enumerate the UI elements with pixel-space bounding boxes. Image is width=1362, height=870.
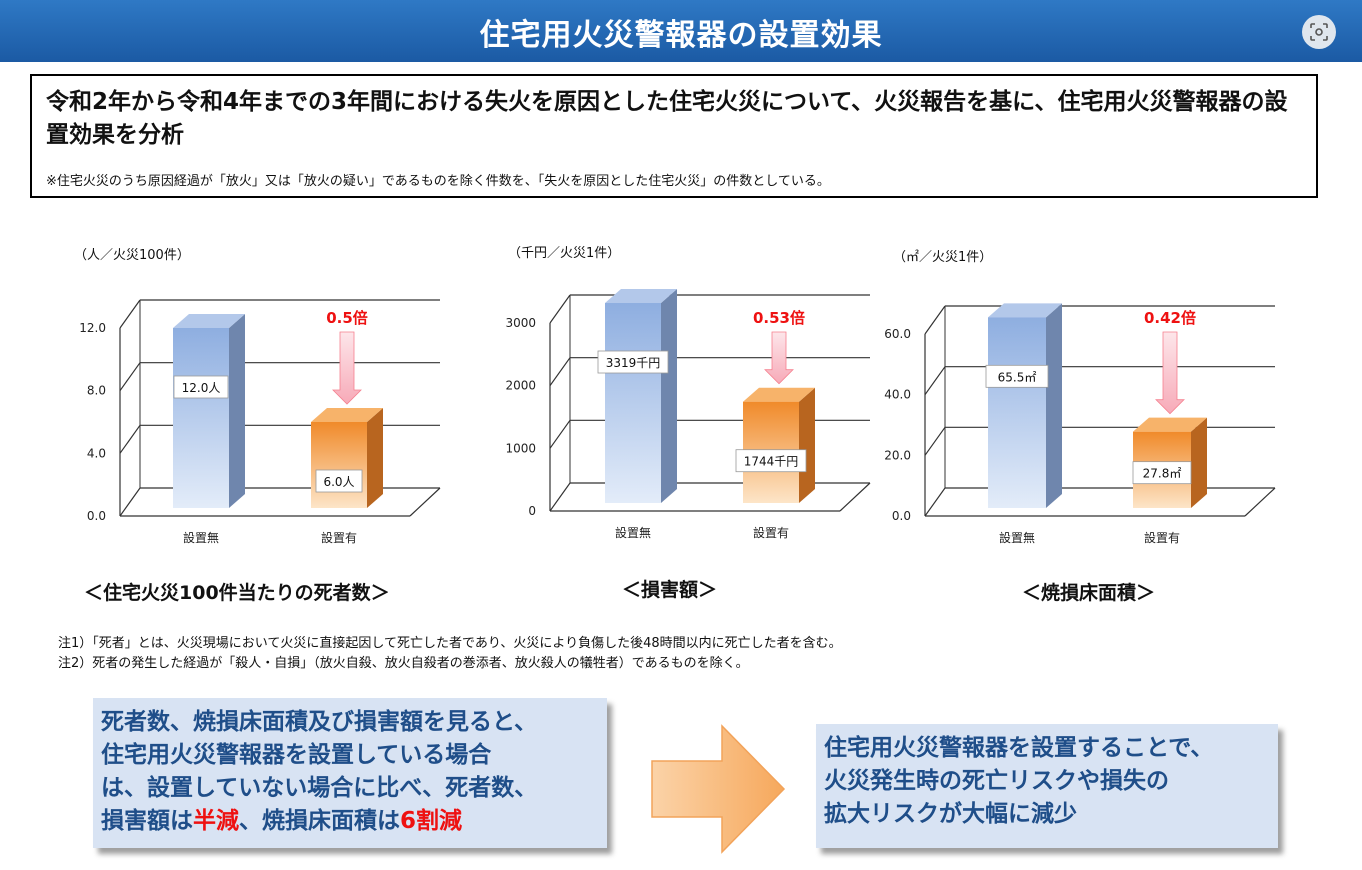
ratio-label: 0.42倍 bbox=[1144, 309, 1196, 327]
y-tick-label: 12.0 bbox=[79, 321, 106, 335]
ratio-label: 0.53倍 bbox=[753, 309, 805, 327]
y-tick-label: 3000 bbox=[505, 316, 536, 330]
grid-diagonal bbox=[549, 294, 571, 324]
bar-without-alarm-top bbox=[988, 303, 1062, 318]
right-arrow-icon bbox=[651, 724, 786, 854]
grid-diagonal bbox=[119, 424, 141, 454]
y-tick-label: 0 bbox=[528, 504, 536, 518]
data-label-box bbox=[597, 350, 669, 374]
chart-1-caption: ＜住宅火災100件当たりの死者数＞ bbox=[84, 582, 390, 604]
grid-diagonal bbox=[119, 487, 141, 517]
data-label: 1744千円 bbox=[744, 455, 799, 469]
x-tick-label: 設置有 bbox=[321, 530, 357, 545]
chart-2-caption: ＜損害額＞ bbox=[622, 579, 718, 601]
grid-diagonal bbox=[119, 362, 141, 392]
summary-left-box: 死者数、焼損床面積及び損害額を見ると、 住宅用火災警報器を設置している場合 は、… bbox=[93, 698, 607, 848]
y-tick-label: 8.0 bbox=[87, 384, 106, 398]
grid-diagonal bbox=[924, 426, 946, 456]
bar-with-alarm bbox=[311, 422, 367, 508]
data-label: 3319千円 bbox=[606, 356, 661, 370]
summary-left-line-4c: 、焼損床面積は bbox=[239, 808, 400, 834]
y-tick-label: 1000 bbox=[505, 441, 536, 455]
bar-with-alarm-side bbox=[367, 408, 383, 508]
bar-with-alarm-side bbox=[799, 387, 815, 503]
bar-with-alarm-top bbox=[743, 387, 815, 402]
chart-3-caption: ＜焼損床面積＞ bbox=[1022, 582, 1156, 604]
intro-note-text: ※住宅火災のうち原因経過が「放火」又は「放火の疑い」であるものを除く件数を、「失… bbox=[46, 174, 830, 189]
bar-without-alarm bbox=[988, 317, 1046, 508]
bar-without-alarm bbox=[173, 328, 229, 508]
down-arrow-icon bbox=[764, 331, 794, 385]
note-1: 注1）「死者」とは、火災現場において火災に直接起因して死亡した者であり、火災によ… bbox=[58, 636, 842, 651]
data-label-box bbox=[315, 469, 363, 493]
x-tick-label: 設置無 bbox=[999, 530, 1035, 545]
data-label-box bbox=[173, 375, 229, 399]
grid-diagonal bbox=[549, 419, 571, 449]
summary-right-line-1: 住宅用火災警報器を設置することで、 bbox=[824, 735, 1214, 761]
y-tick-label: 0.0 bbox=[87, 509, 106, 523]
y-tick-label: 60.0 bbox=[884, 327, 911, 341]
summary-highlight-half: 半減 bbox=[193, 808, 239, 834]
chart-1-unit-label: （人／火災100件） bbox=[74, 248, 190, 263]
bar-without-alarm-side bbox=[229, 314, 245, 508]
data-label-box bbox=[735, 449, 807, 473]
lens-search-icon bbox=[1310, 23, 1328, 41]
chart-2-unit-label: （千円／火災1件） bbox=[508, 246, 621, 261]
down-arrow-icon bbox=[1155, 331, 1185, 415]
x-tick-label: 設置無 bbox=[183, 530, 219, 545]
grid-diagonal bbox=[549, 482, 571, 512]
summary-left-line-2: 住宅用火災警報器を設置している場合 bbox=[101, 742, 492, 768]
bar-with-alarm-side bbox=[1191, 417, 1207, 508]
chart-3-unit-label: （㎡／火災1件） bbox=[893, 250, 993, 265]
note-2: 注2）死者の発生した経過が「殺人・自損」（放火自殺、放火自殺者の巻添者、放火殺人… bbox=[58, 656, 749, 671]
summary-right-line-2: 火災発生時の死亡リスクや損失の bbox=[824, 768, 1169, 794]
down-arrow-icon bbox=[332, 331, 362, 405]
y-tick-label: 0.0 bbox=[892, 509, 911, 523]
summary-left-line-3: は、設置していない場合に比べ、死者数、 bbox=[101, 775, 538, 801]
bar-with-alarm-top bbox=[1133, 417, 1207, 432]
grid-diagonal bbox=[924, 366, 946, 396]
floor-side bbox=[1244, 487, 1276, 517]
summary-left-line-4: 損害額は半減、焼損床面積は6割減 bbox=[101, 805, 537, 838]
summary-left-line-4a: 損害額は bbox=[101, 808, 193, 834]
ratio-label: 0.5倍 bbox=[326, 309, 368, 327]
bar-without-alarm-side bbox=[1046, 303, 1062, 508]
intro-box: 令和2年から令和4年までの3年間における失火を原因とした住宅火災について、火災報… bbox=[30, 74, 1318, 198]
bar-without-alarm-top bbox=[173, 314, 245, 328]
summary-right-box: 住宅用火災警報器を設置することで、 火災発生時の死亡リスクや損失の 拡大リスクが… bbox=[816, 724, 1278, 848]
floor-side bbox=[409, 487, 441, 517]
y-tick-label: 20.0 bbox=[884, 448, 911, 462]
grid-diagonal bbox=[549, 357, 571, 387]
summary-right-line-3: 拡大リスクが大幅に減少 bbox=[824, 801, 1077, 827]
page-title: 住宅用火災警報器の設置効果 bbox=[479, 18, 883, 53]
summary-highlight-60pct: 6割減 bbox=[400, 808, 463, 834]
grid-diagonal bbox=[924, 305, 946, 335]
data-label: 6.0人 bbox=[323, 475, 354, 489]
bar-without-alarm bbox=[605, 303, 661, 503]
lens-search-button[interactable] bbox=[1302, 15, 1336, 49]
bar-with-alarm-top bbox=[311, 408, 383, 422]
grid-diagonal bbox=[119, 299, 141, 329]
y-tick-label: 4.0 bbox=[87, 446, 106, 460]
summary-left-line-1: 死者数、焼損床面積及び損害額を見ると、 bbox=[101, 709, 538, 735]
data-label: 65.5㎡ bbox=[998, 370, 1037, 384]
intro-main-text: 令和2年から令和4年までの3年間における失火を原因とした住宅火災について、火災報… bbox=[46, 89, 1288, 148]
x-tick-label: 設置有 bbox=[1144, 530, 1180, 545]
x-tick-label: 設置無 bbox=[615, 525, 651, 540]
floor-side bbox=[839, 482, 871, 512]
data-label-box bbox=[1132, 461, 1192, 485]
title-bar bbox=[0, 0, 1362, 62]
y-tick-label: 40.0 bbox=[884, 388, 911, 402]
bar-without-alarm-top bbox=[605, 289, 677, 304]
data-label: 27.8㎡ bbox=[1143, 467, 1182, 481]
grid-diagonal bbox=[924, 487, 946, 517]
data-label: 12.0人 bbox=[182, 381, 221, 395]
x-tick-label: 設置有 bbox=[753, 525, 789, 540]
bar-without-alarm-side bbox=[661, 289, 677, 503]
data-label-box bbox=[985, 364, 1049, 388]
y-tick-label: 2000 bbox=[505, 379, 536, 393]
